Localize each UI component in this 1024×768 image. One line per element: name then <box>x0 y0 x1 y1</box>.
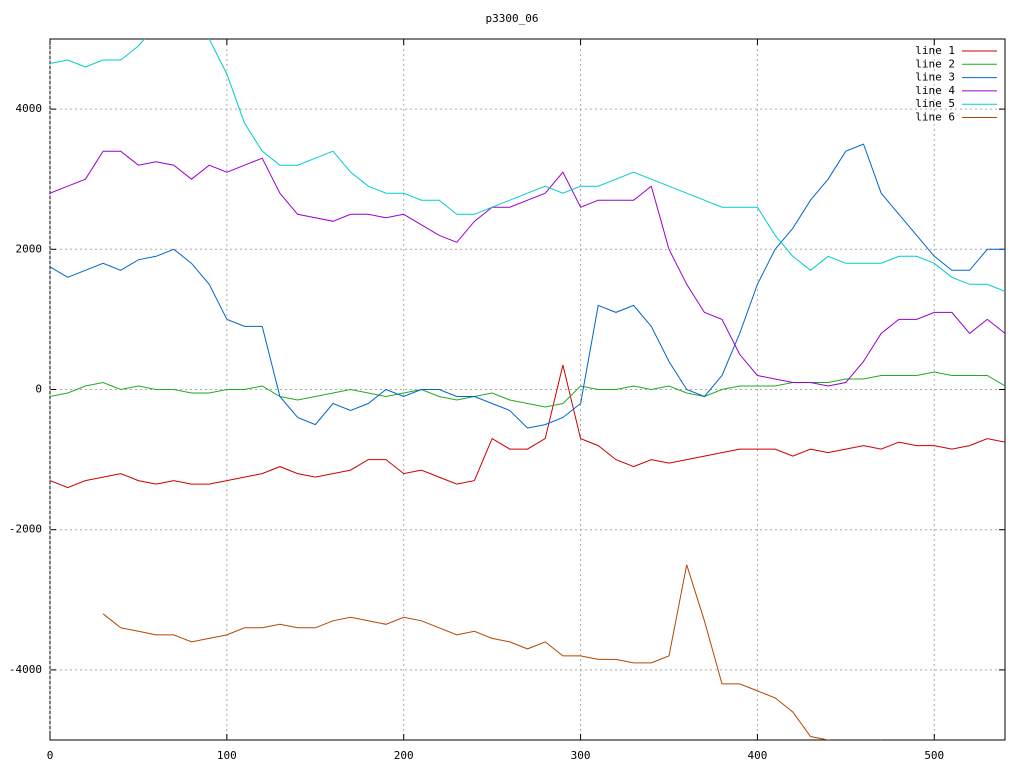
x-tick-label: 500 <box>924 749 944 762</box>
legend-label: line 3 <box>915 71 955 84</box>
x-tick-label: 200 <box>394 749 414 762</box>
x-tick-label: 0 <box>47 749 54 762</box>
y-tick-label: 2000 <box>16 242 43 255</box>
legend-label: line 1 <box>915 44 955 57</box>
y-tick-label: 4000 <box>16 102 43 115</box>
plot-lines <box>50 39 1005 740</box>
legend-label: line 5 <box>915 97 955 110</box>
data-line <box>50 364 1005 489</box>
data-line <box>50 371 1005 408</box>
y-tick-label: -4000 <box>9 663 42 676</box>
y-tick-label: 0 <box>35 383 42 396</box>
x-tick-label: 100 <box>217 749 237 762</box>
legend-label: line 6 <box>915 111 955 124</box>
chart-title: p3300_06 <box>486 12 539 25</box>
x-tick-label: 400 <box>747 749 767 762</box>
y-tick-label: -2000 <box>9 523 42 536</box>
legend-label: line 2 <box>915 57 955 70</box>
legend-label: line 4 <box>915 84 955 97</box>
data-line <box>50 39 1005 292</box>
data-line <box>50 150 1005 387</box>
x-tick-label: 300 <box>571 749 591 762</box>
data-line <box>50 143 1005 429</box>
data-line <box>102 564 882 740</box>
